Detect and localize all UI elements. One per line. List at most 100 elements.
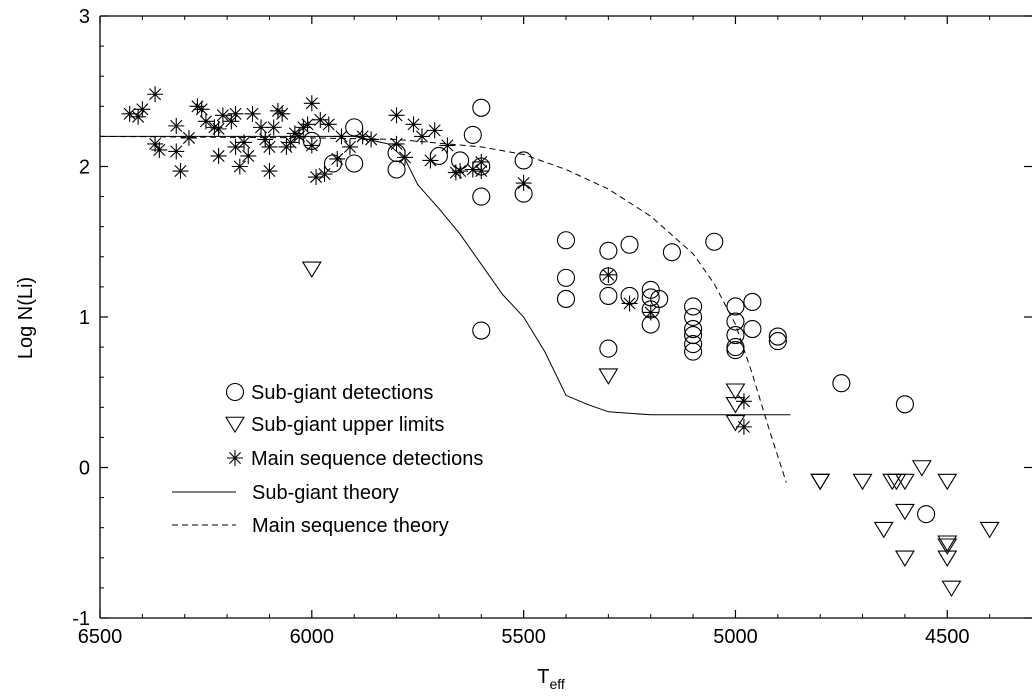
data-point (917, 505, 936, 524)
legend-label: Sub-giant detections (251, 382, 433, 404)
data-point (684, 297, 703, 316)
data-point (303, 95, 320, 112)
data-point (725, 415, 746, 432)
data-point (227, 105, 244, 122)
data-point (447, 164, 464, 181)
data-point (941, 580, 962, 598)
data-point (464, 161, 481, 178)
data-point (768, 327, 787, 346)
data-point (227, 138, 244, 155)
data-point (172, 163, 189, 180)
x-tick-label: 4500 (925, 626, 970, 648)
data-point (937, 535, 958, 552)
data-point (810, 473, 831, 491)
y-tick-label: 1 (79, 307, 90, 329)
data-point (473, 163, 490, 180)
data-point (422, 152, 439, 169)
data-point (472, 321, 491, 340)
data-point (735, 393, 752, 410)
data-point (341, 138, 358, 155)
data-point (662, 243, 681, 262)
x-tick-label: 5000 (713, 626, 758, 648)
data-point (514, 151, 533, 170)
data-point (684, 342, 703, 361)
legend-marker (225, 416, 245, 434)
data-point (121, 105, 138, 122)
data-point (620, 235, 639, 254)
data-point (556, 268, 576, 287)
data-point (308, 169, 325, 186)
data-point (873, 521, 894, 539)
legend-marker (227, 450, 243, 466)
data-point (743, 319, 762, 339)
data-point (244, 105, 261, 122)
x-axis-label: Teff (537, 666, 565, 692)
data-point (214, 107, 231, 124)
data-point (312, 111, 329, 128)
data-point (240, 147, 257, 164)
x-axis-label-sub: eff (549, 676, 564, 692)
data-point (473, 153, 490, 170)
data-point (735, 418, 752, 435)
data-point (388, 135, 405, 152)
data-point (599, 241, 618, 260)
data-point (599, 286, 618, 305)
data-point (894, 473, 915, 491)
data-point (269, 102, 286, 119)
data-point (911, 460, 932, 477)
data-point (320, 116, 337, 133)
legend-item: Sub-giant detections (225, 382, 433, 404)
data-point (261, 163, 278, 180)
data-point (937, 550, 958, 567)
data-point (810, 473, 831, 491)
data-point (130, 108, 147, 125)
data-point (286, 125, 303, 142)
legend-label: Main sequence theory (252, 515, 449, 537)
data-point (599, 339, 618, 358)
data-point (223, 113, 240, 130)
data-point (768, 332, 787, 351)
data-point (206, 119, 223, 136)
data-point (429, 146, 448, 166)
x-axis-label-main: T (537, 666, 549, 688)
x-tick-label: 5500 (501, 626, 546, 648)
y-tick-label: 0 (79, 458, 90, 480)
data-point (642, 304, 659, 321)
data-point (151, 141, 168, 158)
data-point (937, 473, 958, 491)
series-main-sequence-detections (121, 86, 752, 435)
data-point (168, 143, 185, 160)
data-point (295, 119, 312, 136)
data-point (650, 289, 669, 308)
data-point (274, 105, 291, 122)
data-point (684, 335, 703, 354)
legend-label: Main sequence detections (251, 448, 483, 470)
data-point (210, 147, 227, 164)
data-point (937, 538, 958, 555)
data-point (426, 122, 443, 139)
legend: Sub-giant detections Sub-giant upper limi… (172, 382, 483, 537)
data-point (852, 473, 873, 491)
data-point (397, 149, 414, 166)
data-point (180, 129, 197, 146)
data-point (405, 116, 422, 133)
series-sub-giant-theory (100, 135, 791, 416)
data-point (193, 101, 210, 118)
data-point (282, 134, 299, 151)
data-point (252, 119, 269, 136)
data-point (189, 98, 206, 115)
data-point (472, 98, 491, 117)
data-point (598, 368, 619, 385)
data-point (705, 232, 724, 251)
data-point (726, 312, 745, 331)
theory-line (99, 135, 787, 483)
data-point (210, 120, 227, 137)
y-tick-label: 2 (79, 157, 90, 179)
data-point (387, 160, 406, 179)
data-point (600, 266, 617, 283)
data-point (979, 521, 1000, 539)
legend-item: Main sequence theory (172, 515, 449, 537)
data-point (299, 116, 316, 133)
data-point (316, 166, 333, 183)
y-tick-label: -1 (72, 608, 90, 630)
